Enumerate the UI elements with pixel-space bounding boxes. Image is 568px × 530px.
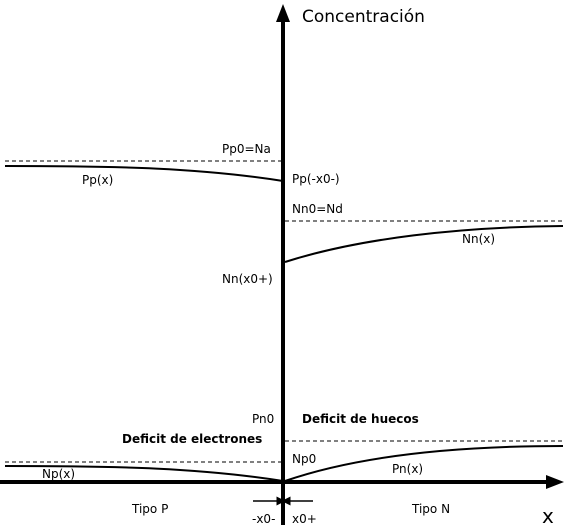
nn-x-label: Nn(x) [462, 232, 495, 246]
pp0-label: Pp0=Na [222, 142, 271, 156]
nn-edge-label: Nn(x0+) [222, 272, 273, 286]
pp-x-label: Pp(x) [82, 173, 113, 187]
np-curve [4, 465, 284, 482]
np-x-label: Np(x) [42, 467, 75, 481]
tipo-p-label: Tipo P [131, 502, 168, 516]
y-axis-arrow [276, 4, 290, 22]
np0-label: Np0 [292, 452, 316, 466]
deficit-huecos-label: Deficit de huecos [302, 412, 419, 426]
minus-x0-label: -x0- [252, 512, 275, 526]
x-axis-arrow [546, 475, 564, 489]
x-axis-label: x [542, 504, 554, 528]
pn-curve [284, 445, 564, 482]
pp-curve [4, 165, 284, 182]
deficit-electrones-label: Deficit de electrones [122, 432, 262, 446]
nn-curve [284, 225, 564, 263]
y-axis-label: Concentración [302, 7, 425, 27]
plus-x0-label: x0+ [292, 512, 317, 526]
tipo-n-label: Tipo N [411, 502, 450, 516]
pp-edge-label: Pp(-x0-) [292, 172, 340, 186]
pn-x-label: Pn(x) [392, 462, 423, 476]
nn0-label: Nn0=Nd [292, 202, 343, 216]
pn0-label: Pn0 [252, 412, 274, 426]
